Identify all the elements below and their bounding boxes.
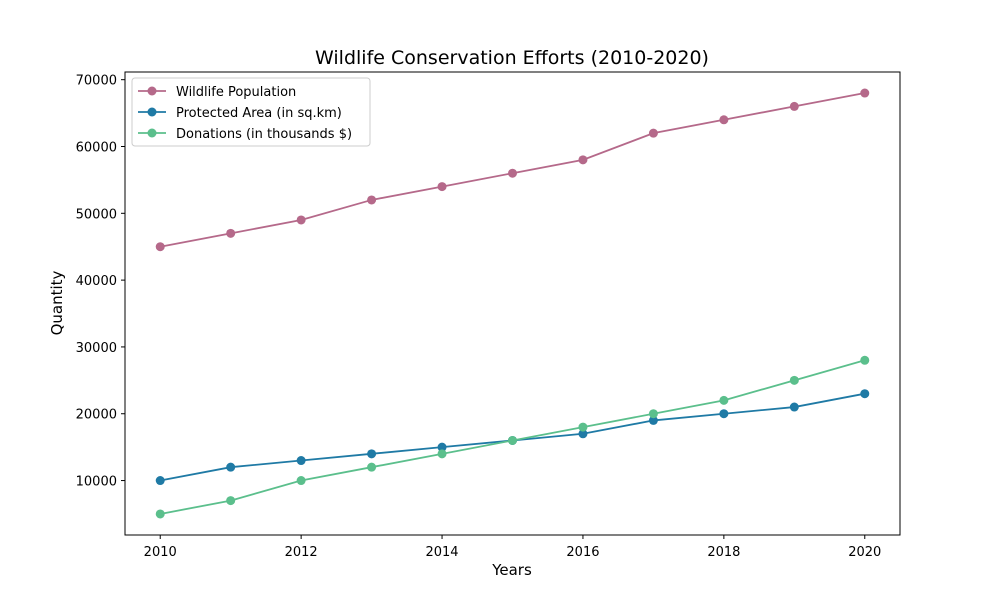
x-tick-label: 2014: [425, 545, 458, 560]
y-tick-label: 60000: [76, 140, 117, 155]
data-point: [860, 88, 870, 98]
data-point: [789, 101, 799, 111]
data-point: [155, 476, 165, 486]
data-point: [719, 115, 729, 125]
data-point: [226, 228, 236, 238]
data-point: [789, 402, 799, 412]
legend-item: Wildlife Population: [138, 85, 296, 100]
data-point: [367, 449, 377, 459]
data-point: [155, 509, 165, 519]
data-point: [296, 456, 306, 466]
data-point: [578, 155, 588, 165]
data-point: [437, 182, 447, 192]
data-point: [367, 462, 377, 472]
data-point: [860, 389, 870, 399]
data-point: [860, 355, 870, 365]
data-point: [508, 435, 517, 445]
data-point: [155, 242, 165, 252]
data-point: [719, 409, 729, 419]
y-axis: 10000 20000 30000 40000 50000 60000 70000: [76, 74, 125, 490]
x-tick-label: 2018: [707, 545, 740, 560]
y-tick-label: 50000: [76, 207, 117, 222]
x-axis-label: Years: [491, 561, 532, 579]
x-tick-label: 2010: [144, 545, 177, 560]
y-tick-label: 30000: [76, 341, 117, 356]
data-point: [226, 462, 236, 472]
data-point: [789, 375, 799, 385]
legend-item: Donations (in thousands $): [138, 127, 352, 142]
data-point: [226, 496, 236, 506]
x-tick-label: 2020: [848, 545, 881, 560]
legend-marker: [147, 128, 157, 138]
legend-item: Protected Area (in sq.km): [138, 106, 342, 121]
legend-label: Protected Area (in sq.km): [176, 106, 342, 121]
legend-label: Wildlife Population: [176, 85, 296, 100]
legend: Wildlife Population Protected Area (in sq…: [131, 77, 371, 147]
data-point: [578, 422, 588, 432]
data-point: [578, 429, 588, 439]
series-1: [155, 88, 870, 252]
series-layer: [155, 88, 870, 519]
chart-title: Wildlife Conservation Efforts (2010-2020…: [315, 47, 709, 69]
data-point: [648, 128, 658, 138]
data-point: [367, 195, 377, 205]
series-3: [155, 355, 870, 519]
y-tick-label: 20000: [76, 408, 117, 423]
legend-marker: [147, 86, 157, 96]
x-tick-label: 2016: [566, 545, 599, 560]
y-tick-label: 10000: [76, 475, 117, 490]
plot-area: [124, 71, 901, 536]
y-axis-label: Quantity: [48, 270, 66, 335]
x-tick-label: 2012: [285, 545, 318, 560]
data-point: [648, 415, 658, 425]
data-point: [296, 215, 306, 225]
data-point: [437, 449, 447, 459]
y-tick-label: 70000: [76, 74, 117, 89]
x-axis: 2010 2012 2014 2016 2018 2020: [144, 535, 881, 560]
legend-marker: [147, 107, 157, 117]
legend-box: [131, 77, 371, 147]
y-tick-label: 40000: [76, 274, 117, 289]
data-point: [296, 476, 306, 486]
data-point: [648, 409, 658, 419]
data-point: [719, 395, 729, 405]
data-point: [437, 442, 447, 452]
legend-label: Donations (in thousands $): [176, 127, 352, 142]
data-point: [508, 168, 517, 178]
